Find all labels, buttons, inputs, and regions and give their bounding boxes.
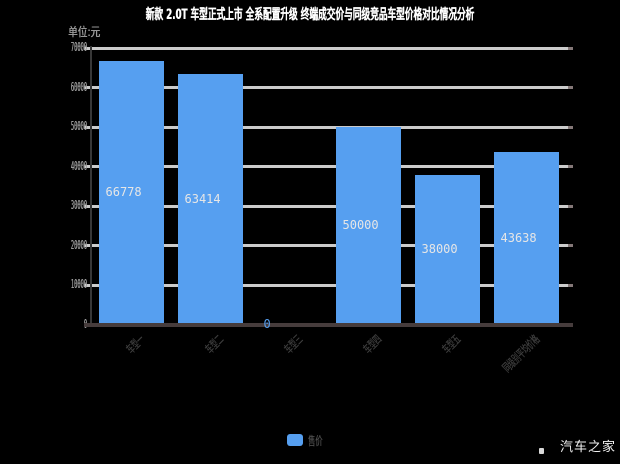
gridline-right-tick bbox=[568, 86, 573, 90]
x-axis-category-label: 车型二 bbox=[202, 332, 227, 357]
bar-value-label: 50000 bbox=[342, 218, 379, 233]
gridline bbox=[84, 244, 568, 248]
bar[interactable] bbox=[99, 60, 164, 325]
bar-value-label: 66778 bbox=[105, 184, 142, 199]
y-axis-tick-label: 0 bbox=[48, 317, 87, 331]
legend-label: 售价 bbox=[308, 433, 323, 448]
gridline-right-tick bbox=[568, 204, 573, 208]
x-axis-category-label: 车型五 bbox=[439, 332, 464, 357]
bar-value-label: 43638 bbox=[500, 230, 537, 245]
y-axis-tick-label: 70000 bbox=[70, 40, 87, 54]
y-axis-tick-label: 10000 bbox=[70, 277, 87, 292]
gridline-right-tick bbox=[568, 125, 573, 129]
y-axis-tick-label: 30000 bbox=[70, 198, 87, 213]
bar-value-label: 38000 bbox=[421, 241, 458, 256]
legend-item[interactable]: 售价 bbox=[0, 432, 620, 448]
y-axis-tick-label: 60000 bbox=[70, 79, 87, 94]
gridline bbox=[84, 125, 568, 129]
y-axis-unit-label: 单位:元 bbox=[68, 25, 101, 39]
gridline bbox=[84, 204, 568, 208]
x-axis-line bbox=[84, 323, 573, 327]
y-axis-tick-label: 40000 bbox=[70, 158, 87, 173]
y-axis-tick-label: 50000 bbox=[70, 119, 87, 134]
gridline bbox=[84, 46, 568, 50]
y-axis-line bbox=[90, 46, 92, 327]
gridline-right-tick bbox=[568, 46, 573, 50]
watermark-logo-icon bbox=[539, 448, 544, 454]
gridline bbox=[84, 283, 568, 287]
gridline-right-tick bbox=[568, 244, 573, 248]
bar[interactable] bbox=[415, 174, 480, 325]
bar-value-label-zero: 0 bbox=[263, 317, 271, 331]
bar[interactable] bbox=[494, 152, 559, 325]
bar-value-label: 63414 bbox=[184, 191, 221, 206]
gridline-right-tick bbox=[568, 283, 573, 287]
bar[interactable] bbox=[336, 127, 401, 325]
x-axis-category-label: 车型四 bbox=[360, 332, 385, 357]
x-axis-category-label: 车型三 bbox=[281, 332, 306, 357]
y-axis-tick-label: 20000 bbox=[70, 237, 87, 252]
watermark: 汽车之家 bbox=[559, 440, 616, 455]
x-axis-category-label: 车型一 bbox=[123, 332, 148, 357]
legend-swatch bbox=[287, 434, 304, 446]
x-axis-category-label: 同级别平均价格 bbox=[500, 332, 543, 375]
chart-title-wrap: 新款 2.0T 车型正式上市 全系配置升级 终端成交价与同级竞品车型价格对比情况… bbox=[0, 4, 620, 24]
gridline bbox=[84, 86, 568, 90]
bar[interactable] bbox=[178, 74, 243, 325]
gridline-right-tick bbox=[568, 165, 573, 169]
gridline bbox=[84, 165, 568, 169]
chart-title: 新款 2.0T 车型正式上市 全系配置升级 终端成交价与同级竞品车型价格对比情况… bbox=[145, 7, 475, 23]
